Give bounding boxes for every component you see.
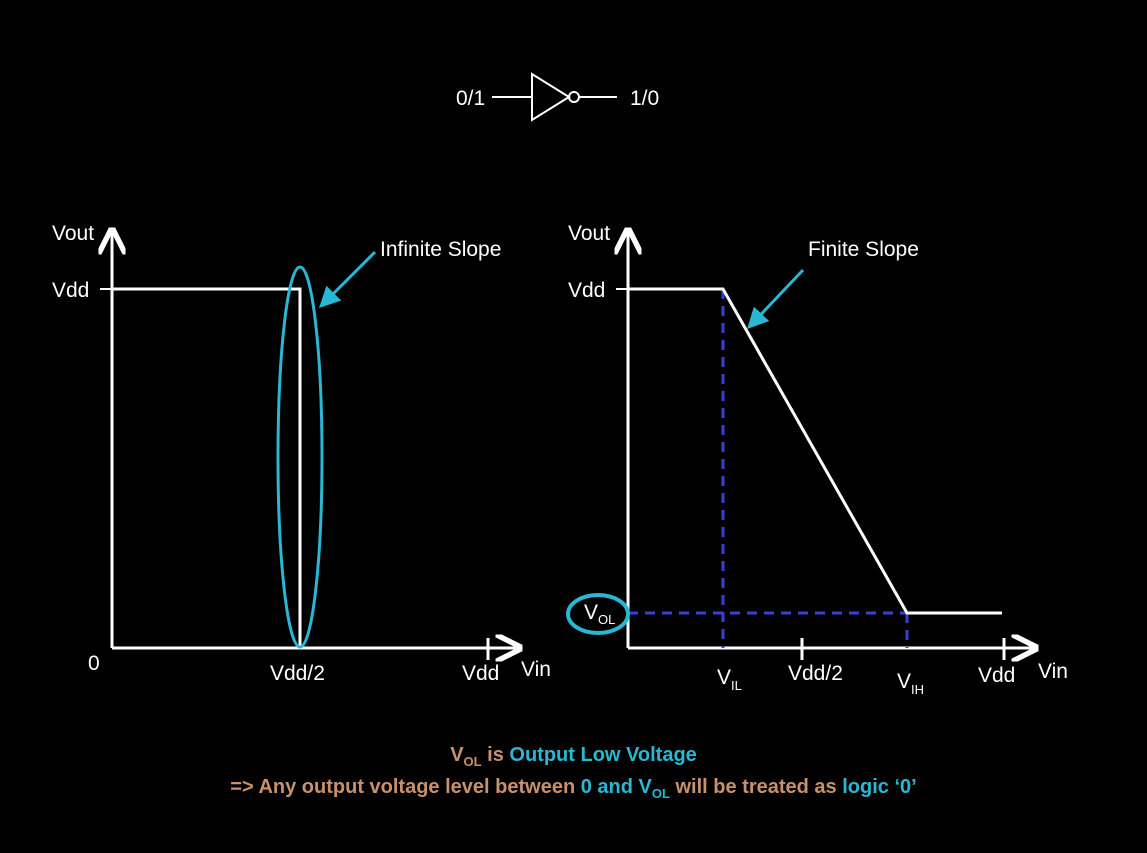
caption1-sub: OL xyxy=(463,754,482,769)
gate-input-label: 0/1 xyxy=(456,87,485,110)
caption2-sub: OL xyxy=(651,786,670,801)
left-end-label: Vdd xyxy=(462,662,499,685)
left-annotation-text: Infinite Slope xyxy=(380,238,501,261)
left-annotation-arrow xyxy=(319,250,377,308)
left-slope-highlight xyxy=(276,265,324,649)
caption1-definition: Output Low Voltage xyxy=(509,744,697,766)
not-gate-icon xyxy=(492,72,617,122)
right-mid-label: Vdd/2 xyxy=(788,662,843,685)
right-real-curve xyxy=(628,287,1002,615)
left-y-axis-label: Vout xyxy=(52,222,94,245)
left-chart xyxy=(100,230,520,660)
caption-line-1: VOL is Output Low Voltage xyxy=(0,744,1147,769)
caption2-tail: will be treated as xyxy=(669,776,843,798)
right-y-axis-label: Vout xyxy=(568,222,610,245)
caption2-and: and xyxy=(591,776,639,798)
right-end-label: Vdd xyxy=(978,664,1015,687)
left-mid-label: Vdd/2 xyxy=(270,662,325,685)
caption2-zero: 0 xyxy=(580,776,592,798)
left-origin-label: 0 xyxy=(88,652,100,675)
right-vdd-label: Vdd xyxy=(568,279,605,302)
left-vdd-label: Vdd xyxy=(52,279,89,302)
caption1-v: V xyxy=(450,744,464,766)
caption-line-2: => Any output voltage level between 0 an… xyxy=(0,776,1147,801)
vol-highlight xyxy=(566,593,630,635)
left-x-axis-label: Vin xyxy=(521,658,551,681)
right-x-axis-label: Vin xyxy=(1038,660,1068,683)
caption2-lead: => Any output voltage level between xyxy=(230,776,581,798)
right-annotation-arrow xyxy=(747,268,805,330)
right-chart xyxy=(566,230,1036,660)
caption1-is: is xyxy=(481,744,510,766)
gate-output-label: 1/0 xyxy=(630,87,659,110)
right-vih-label: VIH xyxy=(897,670,924,697)
caption2-v: V xyxy=(638,776,652,798)
left-ideal-curve xyxy=(112,287,302,648)
right-annotation-text: Finite Slope xyxy=(808,238,919,261)
caption2-logic: logic ‘0’ xyxy=(842,776,917,798)
right-vil-label: VIL xyxy=(717,666,742,693)
right-vol-label: VOL xyxy=(584,601,615,627)
